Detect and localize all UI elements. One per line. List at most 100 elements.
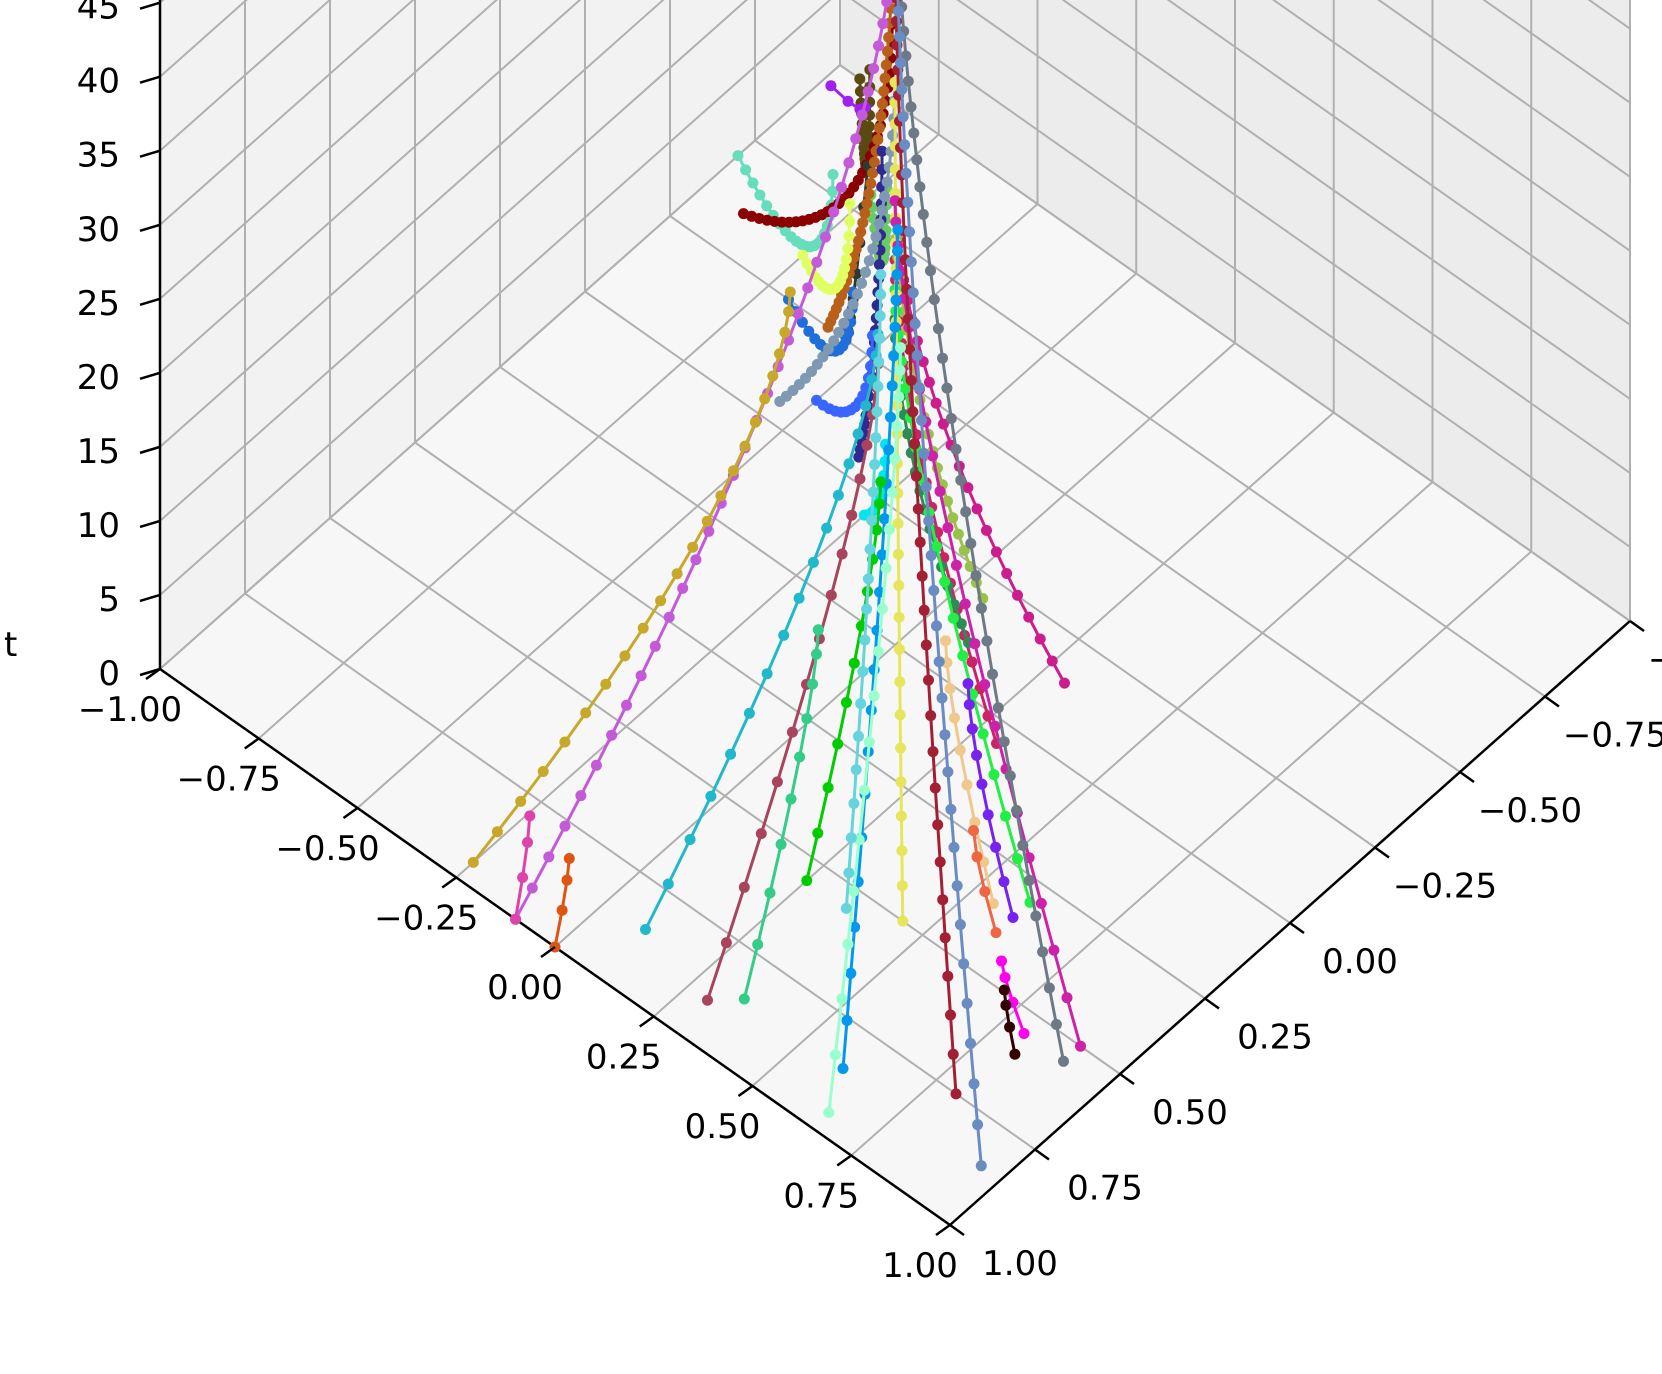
trajectory-point [970, 570, 982, 582]
trajectory-point [883, 444, 895, 456]
trajectory-point [1009, 1048, 1021, 1060]
trajectory-point [905, 101, 917, 113]
trajectory-point [868, 690, 880, 702]
trajectory-point [911, 350, 923, 361]
trajectory-point [894, 643, 905, 655]
trajectory-series-23 [892, 0, 987, 1172]
trajectory-point [950, 443, 962, 455]
trajectory-point [761, 200, 773, 212]
tick-labels: −1.001.00−0.750.75−0.500.50−0.250.250.00… [77, 0, 1662, 1286]
y-tick-label: 0.75 [1067, 1169, 1143, 1209]
trajectory-point [767, 370, 779, 382]
trajectory-point [1075, 1040, 1086, 1052]
trajectory-point [1050, 1019, 1062, 1030]
trajectory-line [553, 858, 571, 948]
trajectory-point [739, 440, 751, 452]
trajectory-point [793, 592, 805, 604]
trajectory-point [843, 867, 855, 879]
trajectory-point [1023, 875, 1035, 886]
trajectory-point [843, 230, 855, 242]
z-tick-label: 40 [77, 62, 120, 102]
trajectory-point [1046, 655, 1058, 667]
trajectory-point [876, 549, 888, 561]
z-tick-mark [139, 297, 161, 307]
trajectory-point [939, 729, 951, 741]
trajectory-point [559, 820, 571, 832]
trajectory-point [821, 522, 833, 534]
trajectory-point [761, 668, 773, 680]
trajectory-point [892, 518, 904, 529]
trajectory-point [954, 919, 966, 931]
trajectory-point [990, 927, 1002, 939]
trajectory-point [972, 1119, 984, 1131]
trajectory-line [972, 830, 998, 933]
z-tick-label: 5 [98, 580, 120, 620]
trajectory-point [783, 306, 795, 318]
trajectory-point [743, 707, 755, 719]
trajectory-point [882, 45, 893, 57]
trajectory-point [755, 828, 767, 840]
trajectory-point [1061, 992, 1073, 1004]
z-tick-label: 45 [77, 0, 120, 28]
trajectory-point [931, 620, 942, 632]
z-tick-mark [139, 149, 161, 158]
trajectory-point [590, 759, 602, 771]
trajectory-point [811, 648, 822, 660]
trajectory-point [655, 595, 667, 607]
trajectory-point [904, 226, 915, 238]
trajectory-point [1007, 912, 1019, 923]
trajectory-point [876, 145, 888, 157]
trajectory-point [895, 776, 907, 788]
trajectory-point [886, 487, 898, 499]
y-tick-label: −1.00 [1648, 640, 1662, 680]
trajectory-point [870, 432, 882, 444]
trajectory-point [879, 190, 891, 202]
trajectory-point [785, 793, 797, 805]
trajectory-point [619, 650, 631, 662]
trajectory-point [917, 208, 929, 220]
trajectory-point [968, 1078, 980, 1090]
trajectory-point [1023, 611, 1035, 623]
y-tick-mark [1544, 695, 1560, 708]
trajectory-point [1012, 589, 1023, 601]
trajectory-point [812, 624, 824, 636]
trajectory-point [849, 921, 861, 933]
trajectory-point [801, 713, 813, 725]
trajectory-point [947, 512, 959, 524]
trajectory-point [875, 476, 887, 488]
trajectory-point [929, 782, 941, 794]
trajectory-point [894, 31, 905, 43]
trajectory-point [920, 481, 932, 493]
trajectory-point [843, 157, 855, 169]
trajectory-point [902, 196, 914, 208]
grid-line-floor-y [499, 366, 1291, 924]
trajectory-point [959, 598, 971, 610]
trajectory-point [920, 639, 932, 651]
trajectory-point [836, 993, 848, 1005]
trajectory-point [893, 391, 905, 403]
trajectory-point [945, 413, 957, 424]
grid-line-floor-x [850, 550, 1532, 1157]
trajectory-point [875, 269, 887, 280]
trajectory-series-28 [510, 0, 893, 925]
trajectory-point [1034, 633, 1046, 645]
trajectory-point [1001, 568, 1013, 579]
trajectory-point [687, 541, 699, 553]
trajectory-point [671, 568, 683, 580]
trajectory-point [732, 150, 744, 162]
grid-line-wall-z [159, 0, 665, 448]
trajectory-point [868, 156, 880, 168]
trajectory-point [759, 393, 771, 405]
trajectory-point [933, 656, 945, 668]
trajectory-point [914, 181, 926, 193]
trajectory-point [948, 841, 960, 853]
x-tick-label: 0.50 [685, 1107, 761, 1147]
trajectory-point [930, 397, 942, 409]
trajectory-point [848, 657, 860, 669]
trajectory-point [867, 486, 879, 498]
trajectory-point [934, 856, 946, 868]
trajectory-point [863, 188, 875, 200]
z-tick-mark [139, 223, 161, 232]
trajectory-point [811, 256, 823, 268]
trajectory-point [949, 712, 960, 724]
